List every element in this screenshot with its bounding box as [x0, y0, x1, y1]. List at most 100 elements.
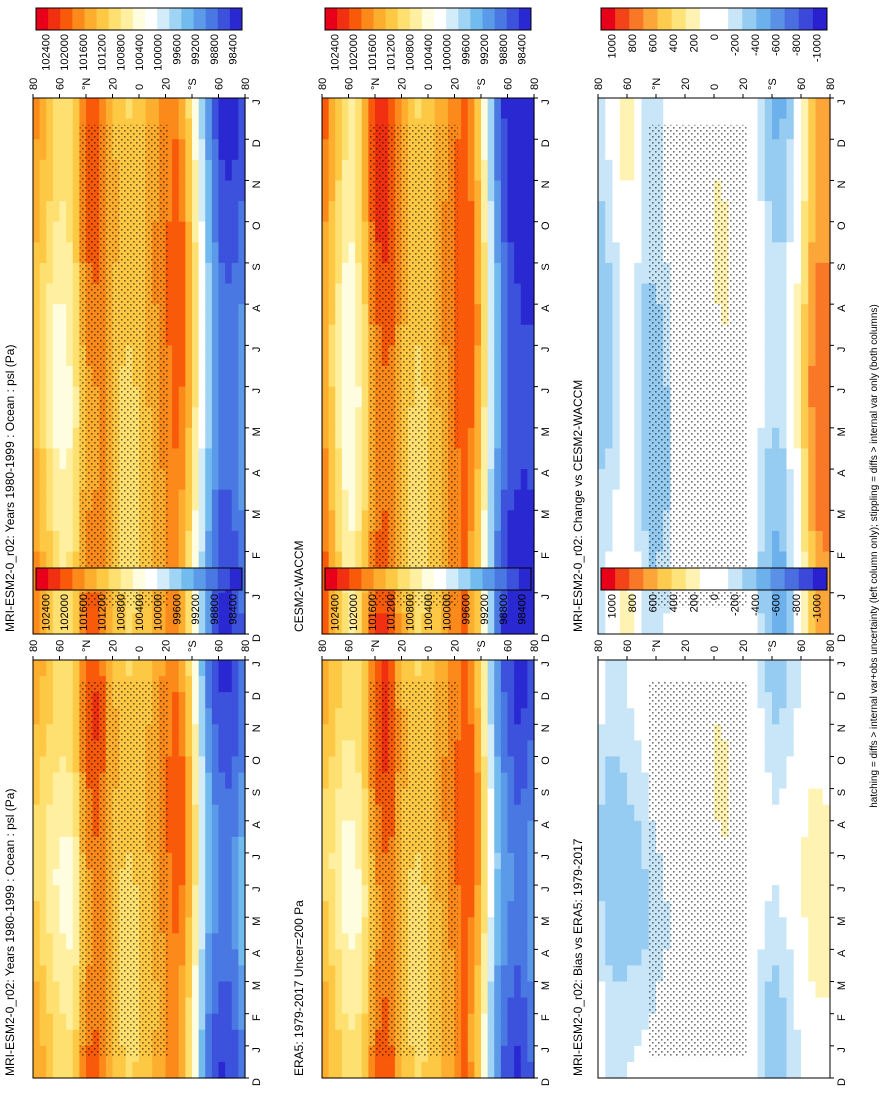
- heatmap-cell: [198, 139, 206, 161]
- heatmap-cell: [487, 836, 495, 854]
- heatmap-cell: [527, 820, 535, 838]
- heatmap-cell: [211, 917, 220, 934]
- heatmap-cell: [487, 917, 495, 934]
- heatmap-cell: [39, 180, 47, 202]
- heatmap-cell: [59, 592, 67, 614]
- heatmap-cell: [172, 551, 180, 573]
- heatmap-cell: [72, 180, 80, 202]
- lat-tick-label: °S: [767, 78, 779, 90]
- heatmap-cell: [335, 613, 343, 635]
- lat-tick-label: 0: [709, 84, 721, 90]
- heatmap-cell: [361, 756, 369, 774]
- heatmap-cell: [165, 917, 173, 934]
- heatmap-cell: [59, 530, 67, 553]
- heatmap-cell: [211, 201, 220, 223]
- heatmap-cell: [52, 965, 61, 983]
- heatmap-cell: [335, 510, 343, 532]
- heatmap-cell: [461, 788, 469, 806]
- heatmap-cell: [801, 510, 809, 532]
- heatmap-cell: [198, 1045, 206, 1063]
- heatmap-cell: [198, 304, 206, 326]
- heatmap-cell: [481, 949, 489, 967]
- heatmap-cell: [218, 469, 226, 491]
- heatmap-cell: [507, 551, 515, 573]
- heatmap-cell: [786, 345, 795, 367]
- heatmap-cell: [619, 708, 628, 725]
- heatmap-cell: [72, 917, 80, 934]
- heatmap-cell: [185, 366, 193, 388]
- heatmap-cell: [205, 756, 213, 774]
- lat-tick-label: 20: [450, 640, 462, 652]
- heatmap-cell: [474, 118, 482, 140]
- heatmap-cell: [627, 551, 635, 573]
- heatmap-cell: [612, 852, 621, 870]
- heatmap-cell: [39, 159, 47, 182]
- heatmap-cell: [112, 613, 120, 635]
- colorbar-swatch: [446, 568, 459, 590]
- month-tick-label: M: [540, 510, 552, 519]
- heatmap-cell: [225, 159, 233, 182]
- heatmap-cell: [238, 118, 246, 140]
- heatmap-cell: [361, 448, 369, 470]
- heatmap-cell: [793, 262, 802, 285]
- heatmap-cell: [59, 324, 67, 346]
- heatmap-cell: [394, 98, 403, 120]
- heatmap-cell: [474, 1045, 482, 1063]
- heatmap-cell: [481, 788, 489, 806]
- heatmap-cell: [225, 366, 233, 388]
- heatmap-cell: [743, 283, 751, 305]
- heatmap-cell: [634, 98, 643, 120]
- heatmap-cell: [779, 427, 788, 450]
- heatmap-cell: [467, 324, 475, 346]
- heatmap-cell: [218, 221, 226, 243]
- heatmap-cell: [198, 448, 206, 470]
- heatmap-cell: [33, 965, 41, 983]
- colorbar-swatch: [812, 8, 828, 30]
- heatmap-cell: [178, 933, 186, 950]
- heatmap-cell: [598, 1029, 606, 1047]
- heatmap-cell: [205, 885, 213, 902]
- heatmap-cell: [361, 510, 369, 532]
- heatmap-cell: [66, 242, 74, 264]
- heatmap-cell: [494, 1013, 502, 1031]
- heatmap-cell: [605, 551, 614, 573]
- heatmap-cell: [520, 692, 528, 709]
- heatmap-cell: [238, 324, 246, 346]
- heatmap-cell: [750, 366, 759, 388]
- heatmap-cell: [198, 262, 206, 285]
- heatmap-cell: [66, 530, 74, 553]
- lat-tick-label: 20: [161, 78, 173, 90]
- heatmap-cell: [322, 98, 330, 120]
- heatmap-cell: [361, 118, 369, 140]
- heatmap-cell: [487, 489, 495, 511]
- heatmap-cell: [211, 1029, 220, 1047]
- heatmap-cell: [487, 708, 495, 725]
- stippling-overlay: [79, 124, 169, 608]
- heatmap-cell: [786, 530, 795, 553]
- heatmap-cell: [355, 708, 363, 725]
- heatmap-cell: [218, 613, 226, 635]
- heatmap-cell: [348, 386, 356, 408]
- heatmap-cell: [46, 933, 54, 950]
- heatmap-cell: [185, 1029, 193, 1047]
- heatmap-cell: [178, 180, 186, 202]
- heatmap-cell: [211, 139, 220, 161]
- heatmap-cell: [52, 981, 61, 999]
- heatmap-cell: [793, 201, 802, 223]
- heatmap-cell: [520, 917, 528, 934]
- heatmap-cell: [238, 530, 246, 553]
- heatmap-cell: [663, 660, 672, 677]
- heatmap-cell: [205, 592, 213, 614]
- colorbar-frame: [35, 7, 243, 31]
- colorbar: 102400 102000 101600 101200 100800 100400 1000…: [35, 7, 243, 71]
- heatmap-cell: [225, 692, 233, 709]
- heatmap-cell: [507, 981, 515, 999]
- heatmap-cell: [348, 613, 356, 635]
- heatmap-cell: [322, 1029, 330, 1047]
- heatmap-cell: [461, 489, 469, 511]
- heatmap-cell: [793, 242, 802, 264]
- heatmap-cell: [33, 788, 41, 806]
- heatmap-cell: [461, 724, 469, 741]
- heatmap-cell: [328, 386, 336, 408]
- heatmap-cell: [461, 262, 469, 285]
